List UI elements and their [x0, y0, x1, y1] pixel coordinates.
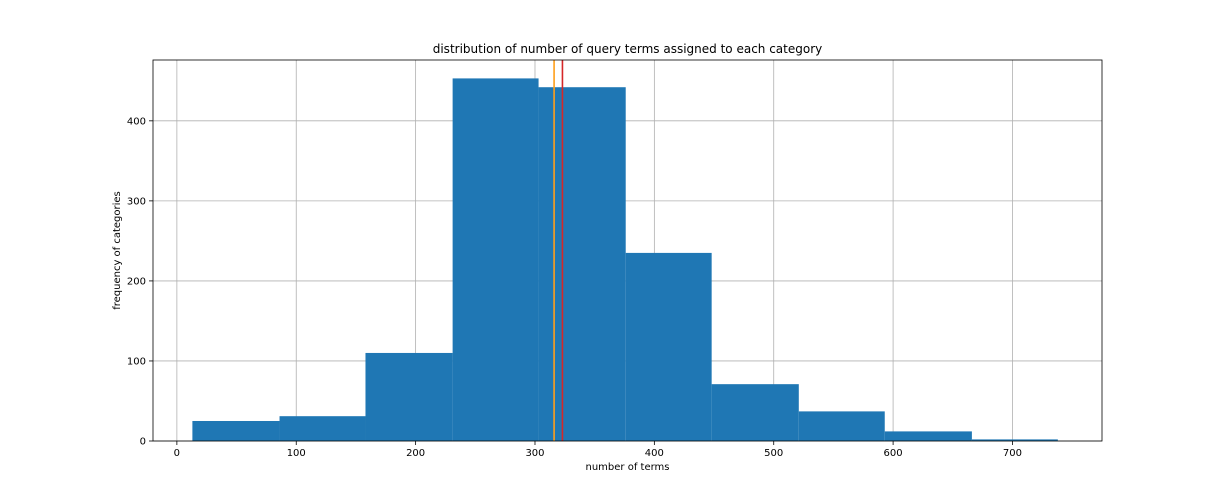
axes-frame — [152, 59, 1103, 442]
y-tick-label: 400 — [127, 116, 146, 127]
histogram-bar — [971, 439, 1058, 441]
y-tick-label: 100 — [127, 356, 146, 367]
histogram-bar — [798, 411, 885, 441]
histogram-bar — [365, 352, 453, 441]
y-tick-label: 300 — [127, 196, 146, 207]
histogram-bar — [884, 431, 972, 441]
x-tick-label: 300 — [525, 448, 544, 459]
x-tick-label: 0 — [174, 448, 180, 459]
axis-ticks: 0 100 200 300 400 500 600 700 0 100 200 300 400 — [127, 116, 1022, 459]
y-tick-label: 0 — [140, 437, 146, 448]
x-tick-label: 700 — [1003, 448, 1022, 459]
x-axis-label: number of terms — [586, 462, 670, 473]
histogram-bar — [538, 87, 626, 441]
x-tick-label: 100 — [287, 448, 306, 459]
chart-title: distribution of number of query terms as… — [433, 42, 823, 56]
x-tick-label: 200 — [406, 448, 425, 459]
histogram-bars — [192, 78, 1058, 441]
y-axis-label: frequency of categories — [112, 191, 123, 310]
x-tick-label: 500 — [764, 448, 783, 459]
reference-lines — [553, 60, 564, 441]
histogram-bar — [452, 78, 539, 441]
histogram-bar — [192, 420, 280, 441]
histogram-bar — [279, 416, 366, 441]
x-tick-label: 400 — [645, 448, 664, 459]
histogram-bar — [711, 384, 799, 441]
histogram-bar — [625, 252, 712, 441]
y-tick-label: 200 — [127, 276, 146, 287]
x-tick-label: 600 — [884, 448, 903, 459]
